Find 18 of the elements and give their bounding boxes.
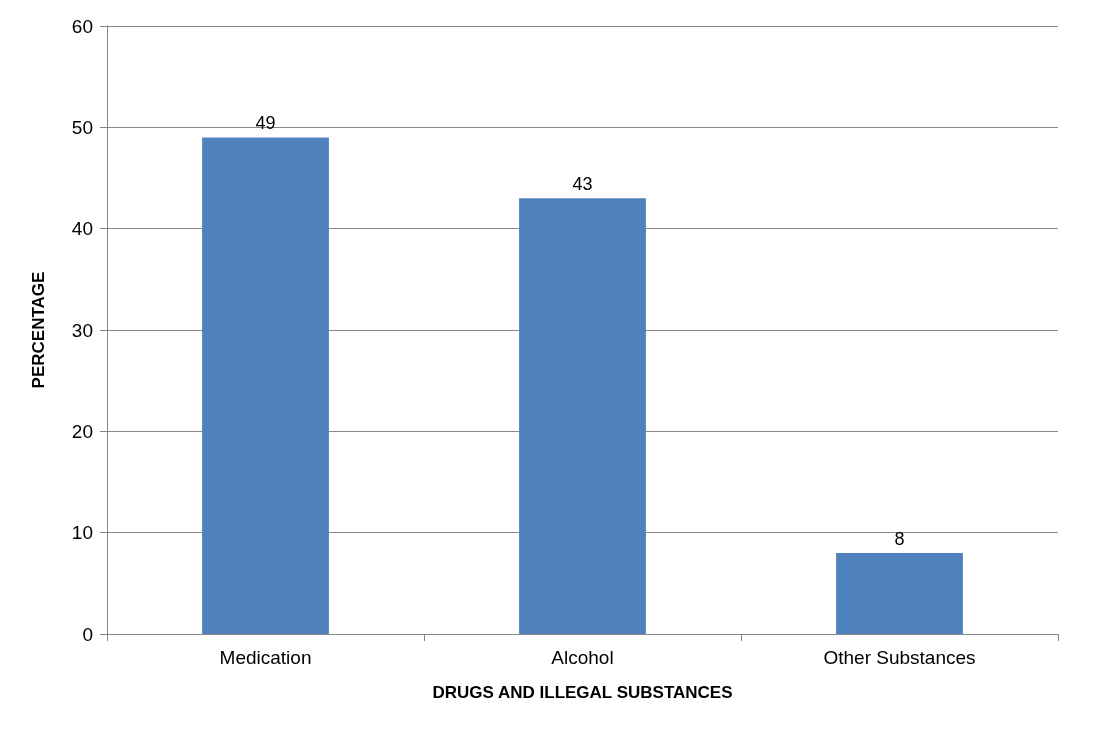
y-axis-title: PERCENTAGE bbox=[29, 271, 48, 389]
x-tick-label: Other Substances bbox=[823, 647, 976, 668]
y-tick-label: 50 bbox=[71, 116, 93, 138]
x-tick-label: Medication bbox=[219, 647, 312, 668]
y-tick-label: 10 bbox=[71, 522, 93, 544]
y-tick-label: 20 bbox=[71, 420, 93, 442]
bar bbox=[836, 552, 963, 634]
bar bbox=[202, 137, 329, 634]
x-tick-label: Alcohol bbox=[551, 647, 614, 668]
y-tick-label: 0 bbox=[82, 623, 93, 645]
y-tick-label: 60 bbox=[71, 15, 93, 37]
data-label: 8 bbox=[894, 528, 905, 549]
bar bbox=[519, 198, 646, 634]
x-axis-title: DRUGS AND ILLEGAL SUBSTANCES bbox=[432, 683, 733, 702]
data-label: 43 bbox=[572, 174, 593, 195]
data-label: 49 bbox=[255, 113, 276, 134]
y-tick-label: 40 bbox=[71, 218, 93, 240]
y-tick-label: 30 bbox=[71, 319, 93, 341]
